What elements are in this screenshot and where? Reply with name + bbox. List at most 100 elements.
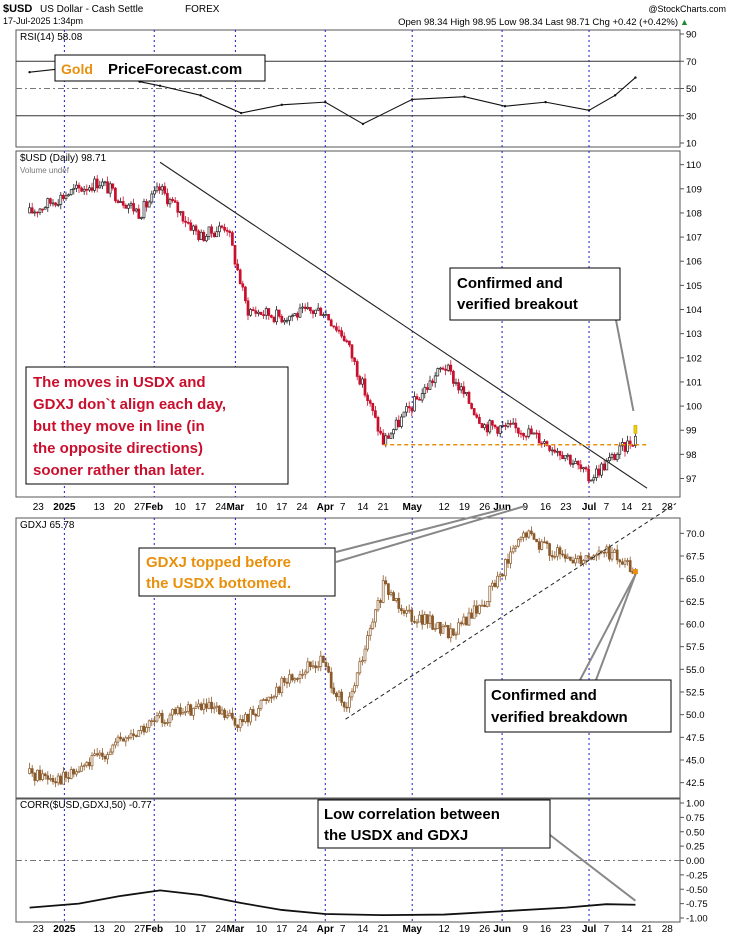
gdxj-candle	[202, 703, 206, 710]
gdxj-candle	[77, 770, 81, 773]
x-tick-label: 17	[195, 502, 207, 513]
usd-candle	[262, 314, 265, 316]
gdxj-candle	[506, 559, 510, 564]
y-tick-label: 109	[686, 184, 702, 195]
rsi-point	[280, 103, 283, 107]
gdxj-candle	[571, 559, 575, 564]
usd-candle	[129, 203, 133, 206]
usd-candle	[519, 432, 523, 435]
usd-candle	[470, 403, 473, 409]
gdxj-candle	[548, 543, 551, 556]
usd-candle	[285, 319, 289, 322]
gdxj-candle	[553, 555, 557, 558]
gdxj-candle	[340, 691, 343, 703]
y-tick-label: 57.5	[686, 642, 705, 653]
usd-candle	[116, 200, 120, 203]
usd-candle	[454, 382, 458, 384]
usd-candle	[186, 221, 190, 224]
y-tick-label: 101	[686, 377, 702, 388]
gdxj-candle	[67, 777, 70, 779]
usd-candle	[137, 208, 141, 219]
y-tick-label: -0.50	[686, 885, 708, 896]
usd-candle	[202, 231, 206, 242]
gdxj-candle	[290, 674, 294, 681]
gdxj-candle	[309, 661, 312, 667]
gdxj-candle	[267, 696, 271, 701]
usd-candle	[381, 432, 385, 445]
usd-candle	[147, 201, 151, 208]
usd-candle	[77, 184, 81, 189]
usd-candle	[405, 406, 408, 413]
gdxj-candle	[28, 768, 31, 774]
x-tick-label: 27	[134, 924, 146, 935]
usd-candle	[270, 315, 273, 318]
rsi-point	[28, 70, 31, 74]
gdxj-candle	[43, 773, 47, 777]
usd-candle	[509, 423, 512, 425]
corr-box	[317, 799, 551, 849]
y-tick-label: 0.00	[686, 856, 705, 867]
gdxj-candle	[301, 673, 304, 676]
usd-candle	[467, 391, 471, 404]
usd-candle	[527, 428, 531, 437]
usd-candle	[358, 376, 362, 385]
gdxj-candle	[478, 605, 481, 614]
gdxj-candle	[501, 574, 505, 577]
gdxj-candle	[452, 628, 455, 636]
gdxj-candle	[142, 725, 146, 733]
moves-box	[25, 366, 289, 485]
usd-candle	[582, 467, 585, 470]
x-tick-label: 12	[439, 924, 451, 935]
usd-candle	[491, 420, 494, 426]
usd-candle	[623, 442, 627, 452]
usd-candle	[335, 326, 338, 331]
usd-candle	[293, 313, 297, 317]
usd-candle	[571, 463, 575, 465]
usd-candle	[613, 454, 616, 461]
usd-candle	[535, 432, 538, 435]
x-tick-label: 9	[522, 924, 528, 935]
gdxj-candle	[407, 609, 411, 612]
usd-candle	[62, 194, 65, 199]
moves-text-1: The moves in USDX and	[33, 374, 206, 391]
gdxj-candle	[132, 733, 135, 736]
gdxj-candle	[483, 604, 486, 607]
gdxj-candle	[270, 696, 273, 699]
gdxj-candle	[485, 601, 489, 607]
gdxj-candle	[72, 769, 76, 775]
y-tick-label: 67.5	[686, 552, 705, 563]
x-tick-label: Jun	[493, 502, 511, 513]
breakdown-text-2: verified breakdown	[491, 709, 628, 726]
gdxj-candle	[140, 725, 143, 731]
usd-candle	[431, 380, 434, 383]
usd-candle	[127, 204, 130, 209]
gdxj-candle	[56, 775, 60, 784]
x-tick-label: 2025	[53, 502, 76, 513]
usd-candle	[506, 423, 510, 427]
usd-candle	[566, 454, 570, 457]
gdxj-candle	[602, 551, 606, 554]
usd-candle	[28, 207, 31, 214]
usd-candle	[233, 245, 237, 265]
usd-candle	[532, 432, 536, 435]
x-tick-label: Jul	[582, 924, 597, 935]
gdxj-candle	[134, 735, 138, 737]
y-tick-label: -0.75	[686, 899, 708, 910]
usd-candle	[392, 429, 395, 435]
y-tick-label: 50	[686, 84, 697, 95]
gdxj-candle	[392, 592, 395, 602]
gdxj-candle	[376, 600, 380, 611]
usd-candle	[121, 201, 125, 206]
usd-candle	[223, 227, 226, 231]
gdxj-candle	[64, 771, 68, 778]
gdxj-candle	[101, 752, 104, 757]
gdxj-candle	[251, 709, 255, 715]
usd-candle	[410, 407, 414, 412]
gdxj-candle	[192, 707, 195, 716]
gdxj-candle	[504, 559, 507, 577]
usd-candle	[155, 186, 159, 192]
usd-candle	[449, 364, 453, 372]
usd-candle	[46, 198, 50, 208]
x-tick-label: 14	[621, 924, 633, 935]
